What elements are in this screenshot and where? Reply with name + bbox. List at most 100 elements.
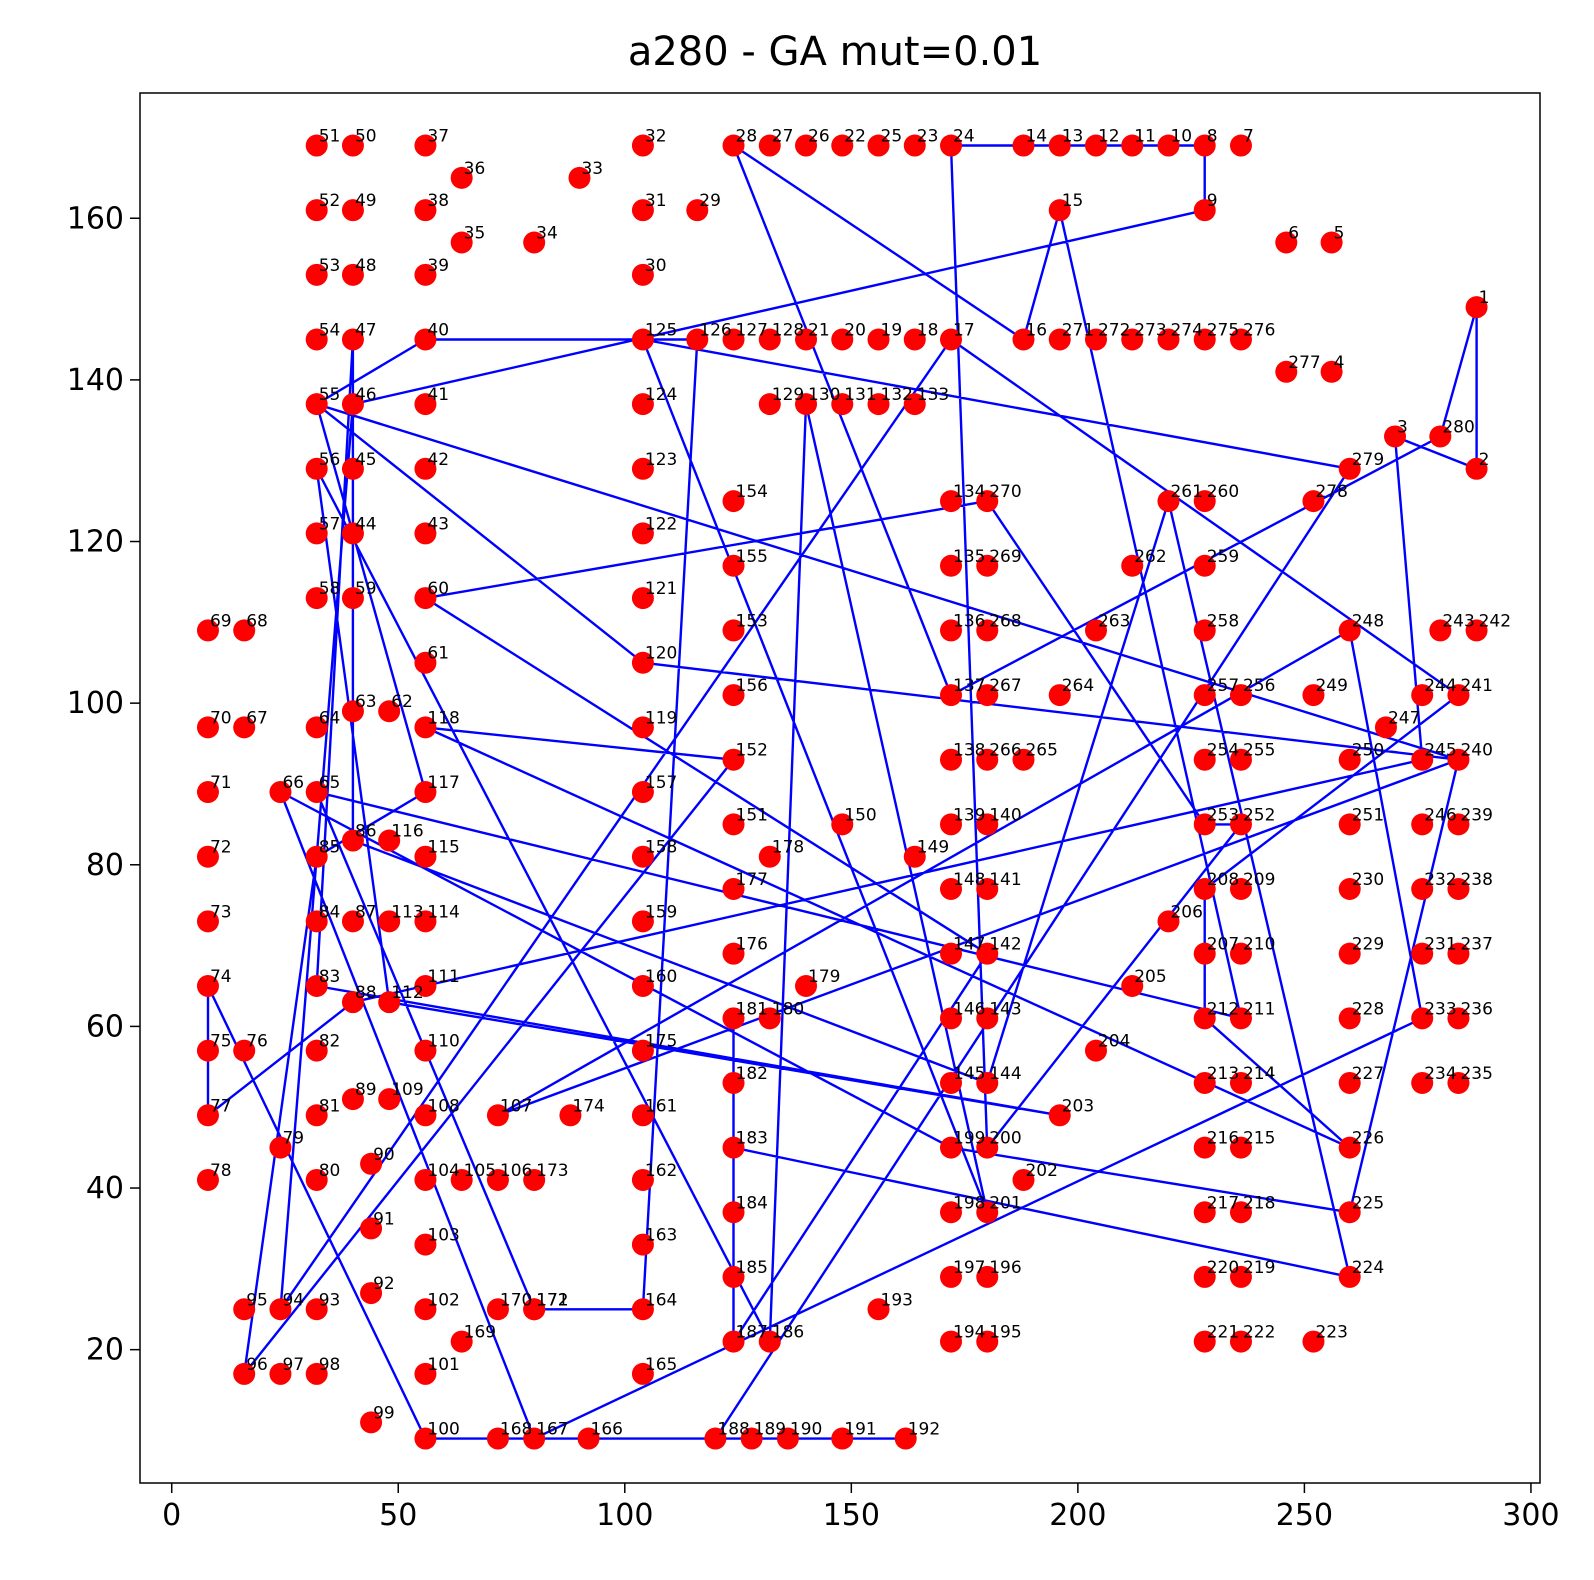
city-label: 258 [1207, 611, 1239, 631]
city-point [1447, 813, 1470, 836]
city-label: 250 [1352, 741, 1384, 761]
city-point [341, 829, 364, 852]
city-label: 53 [319, 256, 341, 276]
city-label: 254 [1207, 741, 1239, 761]
city-point [1193, 942, 1216, 965]
city-point [740, 1427, 763, 1450]
city-label: 236 [1460, 999, 1492, 1019]
city-label: 28 [736, 127, 758, 147]
city-label: 111 [427, 967, 459, 987]
city-label: 143 [989, 999, 1021, 1019]
city-point [196, 781, 219, 804]
city-point [1121, 974, 1144, 997]
city-point [1229, 1265, 1252, 1288]
city-label: 146 [953, 999, 985, 1019]
city-label: 174 [572, 1096, 604, 1116]
city-label: 32 [645, 127, 667, 147]
city-label: 188 [717, 1420, 749, 1440]
city-point [1411, 684, 1434, 707]
city-label: 230 [1352, 870, 1384, 890]
city-label: 45 [355, 450, 377, 470]
city-point [758, 328, 781, 351]
city-label: 183 [736, 1129, 768, 1149]
city-label: 115 [427, 838, 459, 858]
city-label: 78 [210, 1161, 232, 1181]
city-point [1157, 328, 1180, 351]
city-label: 55 [319, 385, 341, 405]
city-label: 54 [319, 320, 341, 340]
city-point [414, 134, 437, 157]
city-point [722, 134, 745, 157]
city-label: 15 [1062, 191, 1084, 211]
city-label: 211 [1243, 999, 1275, 1019]
city-label: 80 [319, 1161, 341, 1181]
city-point [940, 878, 963, 901]
city-point [704, 1427, 727, 1450]
x-tick-label: 300 [1502, 1498, 1559, 1533]
city-label: 205 [1134, 967, 1166, 987]
city-point [795, 393, 818, 416]
city-label: 247 [1388, 708, 1420, 728]
city-point [414, 910, 437, 933]
city-label: 149 [917, 838, 949, 858]
city-point [1193, 684, 1216, 707]
city-label: 82 [319, 1032, 341, 1052]
city-label: 201 [989, 1193, 1021, 1213]
city-point [1302, 490, 1325, 513]
city-point [1411, 1071, 1434, 1094]
city-label: 169 [464, 1323, 496, 1343]
city-point [305, 587, 328, 610]
city-point [233, 1039, 256, 1062]
city-point [269, 781, 292, 804]
city-point [976, 1136, 999, 1159]
city-point [1229, 1330, 1252, 1353]
city-point [722, 328, 745, 351]
city-label: 131 [844, 385, 876, 405]
city-point [577, 1427, 600, 1450]
city-label: 19 [881, 320, 903, 340]
city-label: 140 [989, 805, 1021, 825]
city-point [1338, 1201, 1361, 1224]
city-label: 24 [953, 127, 975, 147]
points-layer [196, 134, 1488, 1450]
city-label: 139 [953, 805, 985, 825]
city-point [831, 134, 854, 157]
city-point [795, 974, 818, 997]
city-point [1447, 1007, 1470, 1030]
city-label: 187 [736, 1323, 768, 1343]
city-label: 18 [917, 320, 939, 340]
city-point [523, 1168, 546, 1191]
city-point [1338, 1136, 1361, 1159]
city-label: 200 [989, 1129, 1021, 1149]
city-point [976, 813, 999, 836]
city-point [414, 1168, 437, 1191]
city-point [631, 587, 654, 610]
city-label: 38 [427, 191, 449, 211]
city-label: 217 [1207, 1193, 1239, 1213]
city-label: 26 [808, 127, 830, 147]
city-label: 166 [591, 1420, 623, 1440]
city-point [1048, 684, 1071, 707]
city-label: 218 [1243, 1193, 1275, 1213]
city-label: 112 [391, 983, 423, 1003]
city-point [903, 328, 926, 351]
city-point [305, 1362, 328, 1385]
city-point [1121, 134, 1144, 157]
city-label: 105 [464, 1161, 496, 1181]
city-label: 239 [1460, 805, 1492, 825]
city-point [940, 619, 963, 642]
city-label: 261 [1170, 482, 1202, 502]
city-label: 136 [953, 611, 985, 631]
city-label: 86 [355, 822, 377, 842]
city-point [722, 748, 745, 771]
city-point [976, 554, 999, 577]
city-label: 204 [1098, 1032, 1130, 1052]
city-label: 10 [1170, 127, 1192, 147]
city-point [486, 1298, 509, 1321]
city-label: 207 [1207, 935, 1239, 955]
city-point [1157, 490, 1180, 513]
city-point [341, 522, 364, 545]
city-label: 110 [427, 1032, 459, 1052]
city-label: 76 [246, 1032, 268, 1052]
city-point [1229, 1136, 1252, 1159]
